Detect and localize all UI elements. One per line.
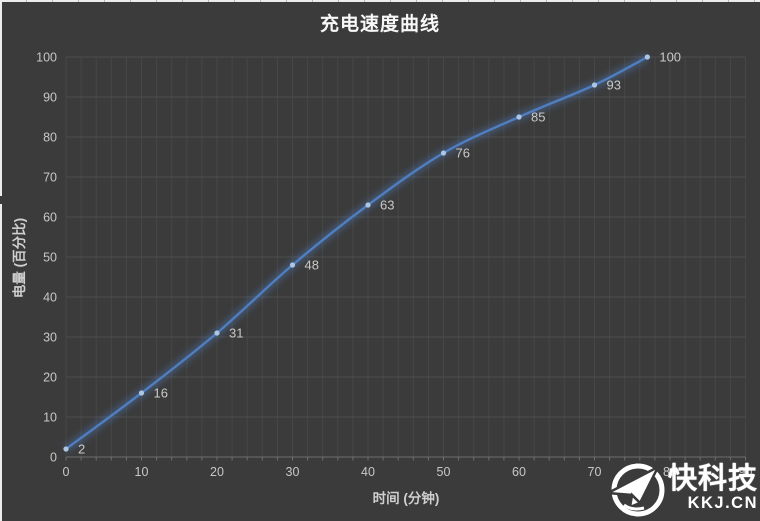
- watermark-domain: KKJ.CN: [687, 493, 759, 512]
- x-tick-label: 40: [361, 465, 375, 479]
- data-point: [63, 446, 69, 452]
- data-point: [516, 114, 522, 120]
- y-tick-label: 30: [43, 331, 57, 345]
- y-tick-label: 0: [50, 451, 57, 465]
- x-tick-label: 80: [663, 465, 677, 479]
- x-tick-label: 90: [739, 465, 753, 479]
- spreadsheet-edge-left: [0, 0, 2, 521]
- chart-title: 充电速度曲线: [319, 14, 440, 35]
- data-label: 85: [531, 110, 545, 125]
- x-axis: [65, 456, 746, 461]
- y-axis-title: 电量 (百分比): [12, 217, 27, 299]
- x-axis-tick-labels: 0 10 20 30 40 50 60 70 80 90: [63, 465, 753, 479]
- x-tick-label: 50: [437, 465, 451, 479]
- y-tick-label: 50: [43, 251, 57, 265]
- y-tick-label: 20: [43, 371, 57, 385]
- data-point: [138, 390, 145, 396]
- data-label: 63: [380, 198, 394, 213]
- x-tick-label: 60: [512, 465, 526, 479]
- x-tick-label: 70: [588, 465, 602, 479]
- gridlines: [65, 56, 746, 457]
- data-point: [214, 330, 220, 336]
- data-label: 31: [229, 326, 243, 341]
- data-point: [440, 150, 447, 156]
- y-tick-label: 70: [43, 171, 57, 185]
- paper-plane-icon: [606, 463, 665, 516]
- series-line: [64, 55, 649, 451]
- y-tick-label: 90: [43, 91, 57, 105]
- data-label: 48: [305, 258, 319, 273]
- data-label: 93: [607, 78, 621, 93]
- y-tick-label: 100: [36, 51, 57, 65]
- site-watermark: 快科技 KKJ.CN: [606, 454, 760, 521]
- data-point: [591, 82, 598, 88]
- data-point: [289, 262, 296, 268]
- y-tick-label: 10: [43, 411, 57, 425]
- x-tick-label: 20: [210, 465, 224, 479]
- spreadsheet-edge-top: [0, 0, 760, 2]
- x-tick-label: 0: [63, 465, 70, 479]
- data-points: 2 16 31 48 63 76 85 93 100: [63, 50, 681, 457]
- data-point: [644, 54, 650, 60]
- x-axis-title: 时间 (分钟): [372, 491, 440, 506]
- watermark-brand: 快科技: [668, 462, 759, 495]
- x-tick-label: 30: [286, 465, 300, 479]
- data-label: 76: [456, 146, 470, 161]
- data-label: 100: [659, 50, 681, 65]
- x-tick-label: 10: [135, 465, 149, 479]
- y-axis-tick-labels: 0 10 20 30 40 50 60 70 80 90 100: [36, 51, 57, 465]
- data-label: 2: [78, 442, 85, 457]
- data-label: 16: [154, 386, 168, 401]
- y-tick-label: 80: [43, 131, 57, 145]
- y-tick-label: 60: [43, 211, 57, 225]
- data-point: [365, 202, 371, 208]
- y-tick-label: 40: [43, 291, 57, 305]
